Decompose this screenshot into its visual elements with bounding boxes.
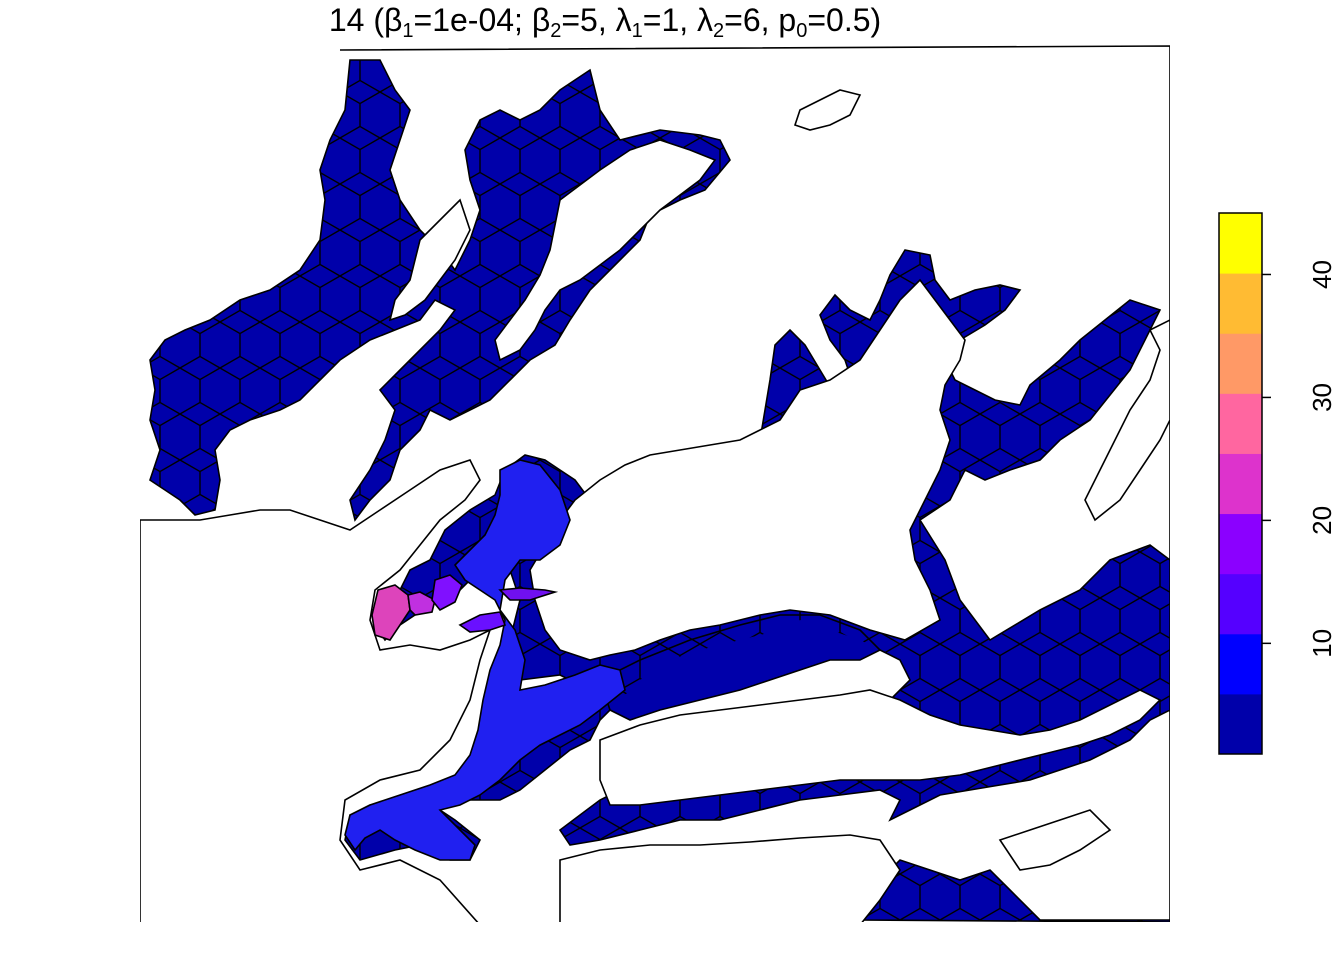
water-far-south [559, 834, 901, 922]
plot-title: 14 (β1=1e-04; β2=5, λ1=1, λ2=6, p0=0.5) [328, 2, 882, 42]
water-east-channel [1084, 319, 1170, 522]
legend-ticks: 10 20 30 40 [1262, 260, 1337, 658]
legend-band-7 [1219, 333, 1262, 394]
legend-band-1 [1219, 693, 1262, 755]
legend-tick-label: 20 [1307, 506, 1337, 535]
legend-tick-label: 10 [1307, 629, 1337, 658]
legend-tick-label: 30 [1307, 383, 1337, 412]
legend-frame [1218, 212, 1263, 755]
highlight-regions [344, 459, 626, 861]
water-south-gulf [599, 689, 1162, 806]
legend-band-8 [1219, 273, 1262, 334]
water-northwest-fjord [388, 198, 471, 322]
legend-tick-label: 40 [1307, 260, 1337, 289]
legend-band-4 [1219, 513, 1262, 575]
legend-band-6 [1219, 393, 1262, 454]
water-bay-main [529, 278, 966, 661]
region-pink [371, 584, 411, 641]
land-west-grid [150, 60, 730, 520]
water-north-lake [793, 89, 862, 131]
region-violet-1 [431, 574, 463, 612]
region-violet-3 [498, 587, 559, 601]
region-blue-band [344, 459, 626, 861]
region-violet-2 [458, 611, 507, 633]
legend-band-5 [1219, 453, 1262, 515]
legend-band-9 [1219, 213, 1262, 274]
legend-color-bands [1219, 213, 1262, 755]
region-magenta [407, 591, 436, 616]
water-north-fjord [494, 139, 717, 362]
legend-band-3 [1219, 573, 1262, 635]
water-southeast-inlet [998, 809, 1112, 871]
legend-band-2 [1219, 633, 1262, 695]
